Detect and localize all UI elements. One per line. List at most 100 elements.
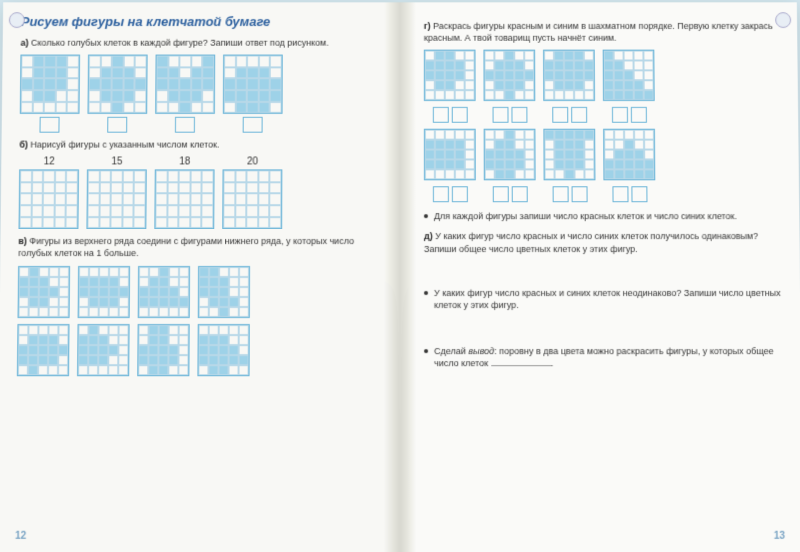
grid-figure xyxy=(197,324,249,376)
answer-box-blue[interactable] xyxy=(571,187,587,203)
grid-column xyxy=(424,129,476,202)
answer-box-blue[interactable] xyxy=(451,107,467,123)
grid-figure xyxy=(424,50,476,101)
grid-column xyxy=(198,266,250,318)
right-page: г) Раскрась фигуры красным и синим в шах… xyxy=(400,2,800,552)
grid-column: 12 xyxy=(19,157,80,230)
answer-box[interactable] xyxy=(175,117,195,133)
footer-grid xyxy=(15,513,382,543)
grid-column xyxy=(484,129,536,202)
grid-column xyxy=(424,50,476,123)
answer-box-blue[interactable] xyxy=(630,107,646,123)
grid-column xyxy=(17,324,70,376)
grid-figure xyxy=(155,55,215,114)
grid-column xyxy=(197,324,249,376)
grid-column xyxy=(137,324,189,376)
grids-a xyxy=(20,55,377,133)
grid-figure xyxy=(198,266,250,318)
grid-column: 20 xyxy=(222,157,282,230)
owl-icon xyxy=(775,12,791,28)
answer-box-blue[interactable] xyxy=(451,187,467,203)
answer-box-red[interactable] xyxy=(612,187,628,203)
grid-column xyxy=(543,129,595,202)
left-page: Рисуем фигуры на клетчатой бумаге а) Ско… xyxy=(0,2,400,552)
answer-box-red[interactable] xyxy=(492,107,508,123)
grid-figure xyxy=(78,266,130,318)
grid-figure xyxy=(223,55,283,114)
grid-column xyxy=(138,266,190,318)
grid-figure xyxy=(137,324,189,376)
grid-number-label: 12 xyxy=(44,157,55,168)
grid-number-label: 18 xyxy=(179,157,190,168)
grid-column xyxy=(223,55,283,133)
task-b: б) Нарисуй фигуры с указанным числом кле… xyxy=(19,139,376,151)
grids-g-bot xyxy=(424,129,781,202)
answer-box-blue[interactable] xyxy=(511,187,527,203)
answer-box-red[interactable] xyxy=(552,107,568,123)
grid-figure xyxy=(86,170,146,230)
answer-box-red[interactable] xyxy=(432,187,448,203)
answer-strip xyxy=(424,261,782,279)
grid-column: 18 xyxy=(154,157,214,230)
grid-figure xyxy=(483,50,535,101)
grids-c-bot xyxy=(17,324,376,376)
grid-figure xyxy=(484,129,536,181)
answer-box-red[interactable] xyxy=(432,107,448,123)
grid-column xyxy=(155,55,215,133)
grid-column xyxy=(87,55,147,133)
grid-figure xyxy=(603,50,655,101)
answer-box-pair xyxy=(492,104,527,123)
task-d: д) У каких фигур число красных и число с… xyxy=(424,231,782,255)
answer-box-blue[interactable] xyxy=(631,187,647,203)
grid-column xyxy=(18,266,71,318)
grid-figure xyxy=(543,129,595,181)
task-a: а) Сколько голубых клеток в каждой фигур… xyxy=(21,37,377,49)
grid-column xyxy=(603,50,655,123)
answer-box-red[interactable] xyxy=(552,187,568,203)
grid-column xyxy=(78,266,130,318)
answer-box[interactable] xyxy=(243,117,263,133)
answer-box-pair xyxy=(432,104,467,123)
answer-box-blue[interactable] xyxy=(571,107,587,123)
grid-number-label: 20 xyxy=(247,157,258,168)
grids-b: 12 15 18 20 xyxy=(19,157,377,230)
grid-figure xyxy=(543,50,595,101)
grid-figure xyxy=(77,324,130,376)
book-spread: Рисуем фигуры на клетчатой бумаге а) Ско… xyxy=(0,2,800,552)
grid-figure xyxy=(603,129,655,181)
grid-column xyxy=(20,55,80,133)
grid-column: 15 xyxy=(86,157,146,230)
answer-box-pair xyxy=(492,184,527,203)
grid-figure xyxy=(424,129,476,181)
grid-number-label: 15 xyxy=(111,157,122,168)
grid-column xyxy=(603,129,655,202)
bullet-1: Для каждой фигуры запиши число красных к… xyxy=(424,210,781,222)
answer-strip xyxy=(424,319,783,337)
grid-column xyxy=(77,324,130,376)
page-number: 13 xyxy=(774,531,785,542)
grids-g-top xyxy=(424,50,780,123)
answer-box[interactable] xyxy=(107,117,127,133)
answer-box-pair xyxy=(612,184,647,203)
answer-box[interactable] xyxy=(39,117,59,133)
grid-figure xyxy=(17,324,70,376)
answer-box-pair xyxy=(432,184,467,203)
grid-column xyxy=(483,50,535,123)
answer-box-pair xyxy=(552,104,587,123)
grid-figure xyxy=(20,55,80,114)
task-c: в) Фигуры из верхнего ряда соедини с фиг… xyxy=(18,235,376,259)
footer-grid xyxy=(424,513,785,543)
bullet-3: Сделай вывод: поровну в два цвета можно … xyxy=(424,345,783,369)
task-g: г) Раскрась фигуры красным и синим в шах… xyxy=(424,20,780,44)
grid-figure xyxy=(222,170,282,230)
answer-box-red[interactable] xyxy=(492,187,508,203)
answer-box-red[interactable] xyxy=(611,107,627,123)
grid-figure xyxy=(154,170,214,230)
answer-box-pair xyxy=(611,104,646,123)
page-number: 12 xyxy=(15,531,26,542)
grids-c-top xyxy=(18,266,376,318)
grid-figure xyxy=(18,266,71,318)
answer-box-blue[interactable] xyxy=(511,107,527,123)
grid-figure xyxy=(138,266,190,318)
grid-figure xyxy=(87,55,147,114)
